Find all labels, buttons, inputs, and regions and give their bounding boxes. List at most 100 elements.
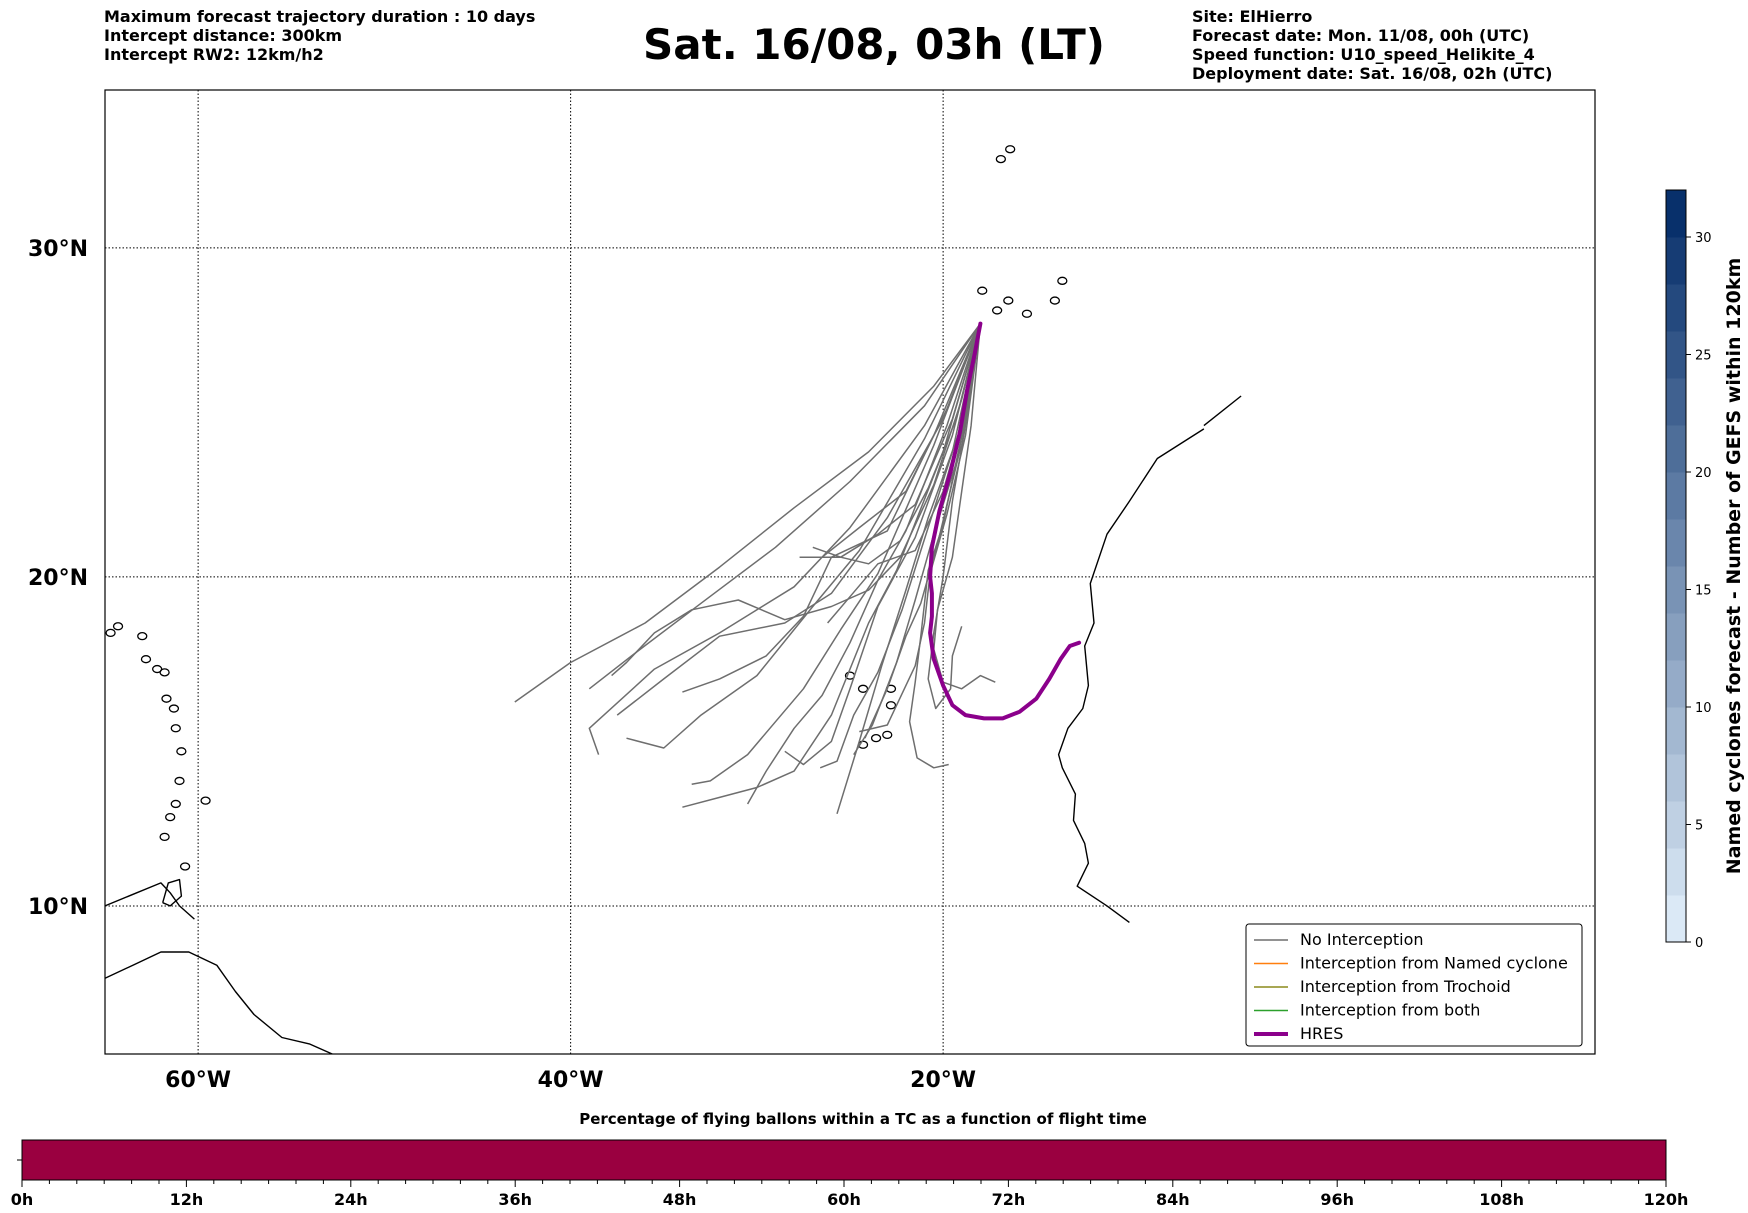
island-outline — [159, 832, 170, 842]
trajectory-duration-text: Maximum forecast trajectory duration : 1… — [104, 7, 536, 26]
island-outline — [165, 812, 176, 822]
ensemble-track — [616, 323, 982, 716]
header-right-info: Site: ElHierro Forecast date: Mon. 11/08… — [1192, 7, 1552, 83]
island-outline — [200, 796, 211, 805]
ensemble-track — [682, 323, 982, 808]
ensemble-track — [588, 323, 982, 755]
flight-time-bar-fill — [21, 1139, 1667, 1181]
island-outline — [105, 628, 116, 638]
island-outline — [977, 286, 988, 295]
island-outline — [885, 701, 897, 710]
hres-track — [928, 321, 1082, 721]
island-outline — [170, 799, 181, 809]
colorbar-tick-label: 10 — [1695, 701, 1712, 716]
island-outline — [1003, 296, 1014, 305]
colorbar-segment — [1666, 472, 1686, 520]
legend-frame — [1245, 923, 1583, 1047]
flight-time-bar-title: Percentage of flying ballons within a TC… — [579, 1110, 1147, 1128]
island-outline — [174, 776, 185, 786]
ensemble-track — [908, 323, 982, 769]
colorbar-segment — [1666, 566, 1686, 614]
colorbar-tick-label: 15 — [1695, 584, 1712, 599]
colorbar-tick-label: 20 — [1695, 466, 1712, 481]
flight-time-tick-label: 24h — [334, 1190, 368, 1209]
legend-label: No Interception — [1300, 930, 1424, 949]
ensemble-track — [784, 323, 982, 766]
island-outline — [168, 704, 180, 713]
flight-time-tick-label: 96h — [1320, 1190, 1354, 1209]
flight-time-tick-label: 36h — [498, 1190, 532, 1209]
site-text: Site: ElHierro — [1192, 7, 1313, 26]
legend-label: Interception from Trochoid — [1300, 977, 1511, 996]
colorbar-segment — [1666, 754, 1686, 802]
map-gridlines — [105, 90, 1595, 1054]
flight-time-tick-label: 48h — [663, 1190, 697, 1209]
colorbar-segment — [1666, 425, 1686, 473]
ensemble-track — [626, 323, 982, 749]
colorbar-segment — [1666, 378, 1686, 426]
ensemble-track — [746, 323, 982, 805]
island-outline — [137, 632, 148, 641]
cyclone-colorbar: 0 5 10 15 20 25 30 Named cyclones forecast - N… — [1665, 189, 1745, 951]
coastline-trinidad — [162, 878, 183, 907]
legend-label: HRES — [1300, 1024, 1343, 1043]
coastline-south_america — [105, 951, 333, 1054]
ensemble-track — [799, 323, 982, 558]
island-outline — [857, 684, 869, 693]
colorbar-segment — [1666, 660, 1686, 708]
ensemble-track — [611, 323, 982, 677]
ensemble-track — [859, 323, 982, 733]
coastline-africa_north — [1203, 395, 1242, 427]
hres-trajectory — [928, 321, 1082, 721]
speed-function-text: Speed function: U10_speed_Helikite_4 — [1192, 45, 1535, 64]
map-title: Sat. 16/08, 03h (LT) — [643, 20, 1105, 69]
intercept-distance-text: Intercept distance: 300km — [104, 26, 343, 45]
coastlines — [105, 145, 1242, 1054]
colorbar-tick-label: 5 — [1695, 819, 1703, 834]
colorbar-segment — [1666, 707, 1686, 755]
island-outline — [112, 622, 124, 631]
colorbar-tick-label: 0 — [1695, 936, 1703, 951]
ensemble-track — [927, 323, 982, 710]
island-outline — [1021, 309, 1033, 318]
flight-time-tick-label: 120h — [1644, 1190, 1689, 1209]
forecast-date-text: Forecast date: Mon. 11/08, 00h (UTC) — [1192, 26, 1530, 45]
ensemble-track — [819, 323, 982, 769]
colorbar-segment — [1666, 895, 1686, 943]
ensemble-track — [864, 323, 982, 739]
legend-label: Interception from Named cyclone — [1300, 954, 1568, 973]
colorbar-segment — [1666, 519, 1686, 567]
ensemble-trajectories — [514, 323, 996, 815]
island-outline — [1057, 276, 1068, 285]
island-outline — [870, 734, 882, 743]
colorbar-tick-label: 25 — [1695, 349, 1712, 364]
flight-time-bar: Percentage of flying ballons within a TC… — [11, 1110, 1689, 1209]
island-outline — [176, 747, 187, 756]
island-outline — [170, 724, 181, 733]
coastline-venezuela — [105, 882, 195, 920]
island-outline — [991, 306, 1003, 315]
flight-time-tick-label: 12h — [170, 1190, 204, 1209]
lat-tick-label: 20°N — [28, 566, 88, 591]
header-left-info: Maximum forecast trajectory duration : 1… — [104, 7, 535, 64]
lon-tick-label: 40°W — [538, 1068, 604, 1093]
colorbar-label: Named cyclones forecast - Number of GEFS… — [1723, 258, 1745, 875]
lat-tick-label: 30°N — [28, 237, 88, 262]
colorbar-segment — [1666, 284, 1686, 332]
map-axis-labels: 30°N 20°N 10°N 60°W 40°W 20°W — [28, 237, 976, 1093]
flight-time-tick-label: 84h — [1156, 1190, 1190, 1209]
ensemble-track — [933, 323, 996, 690]
flight-time-tick-label: 0h — [11, 1190, 34, 1209]
lon-tick-label: 60°W — [165, 1068, 231, 1093]
colorbar-segment — [1666, 801, 1686, 849]
island-outline — [161, 694, 172, 703]
colorbar-segment — [1666, 331, 1686, 379]
flight-time-tick-label: 60h — [827, 1190, 861, 1209]
intercept-rw2-text: Intercept RW2: 12km/h2 — [104, 45, 324, 64]
lat-tick-label: 10°N — [28, 895, 88, 920]
map-legend: No Interception Interception from Named c… — [1245, 923, 1583, 1047]
ensemble-track — [514, 323, 982, 703]
colorbar-segment — [1666, 237, 1686, 285]
ensemble-track — [691, 323, 982, 785]
